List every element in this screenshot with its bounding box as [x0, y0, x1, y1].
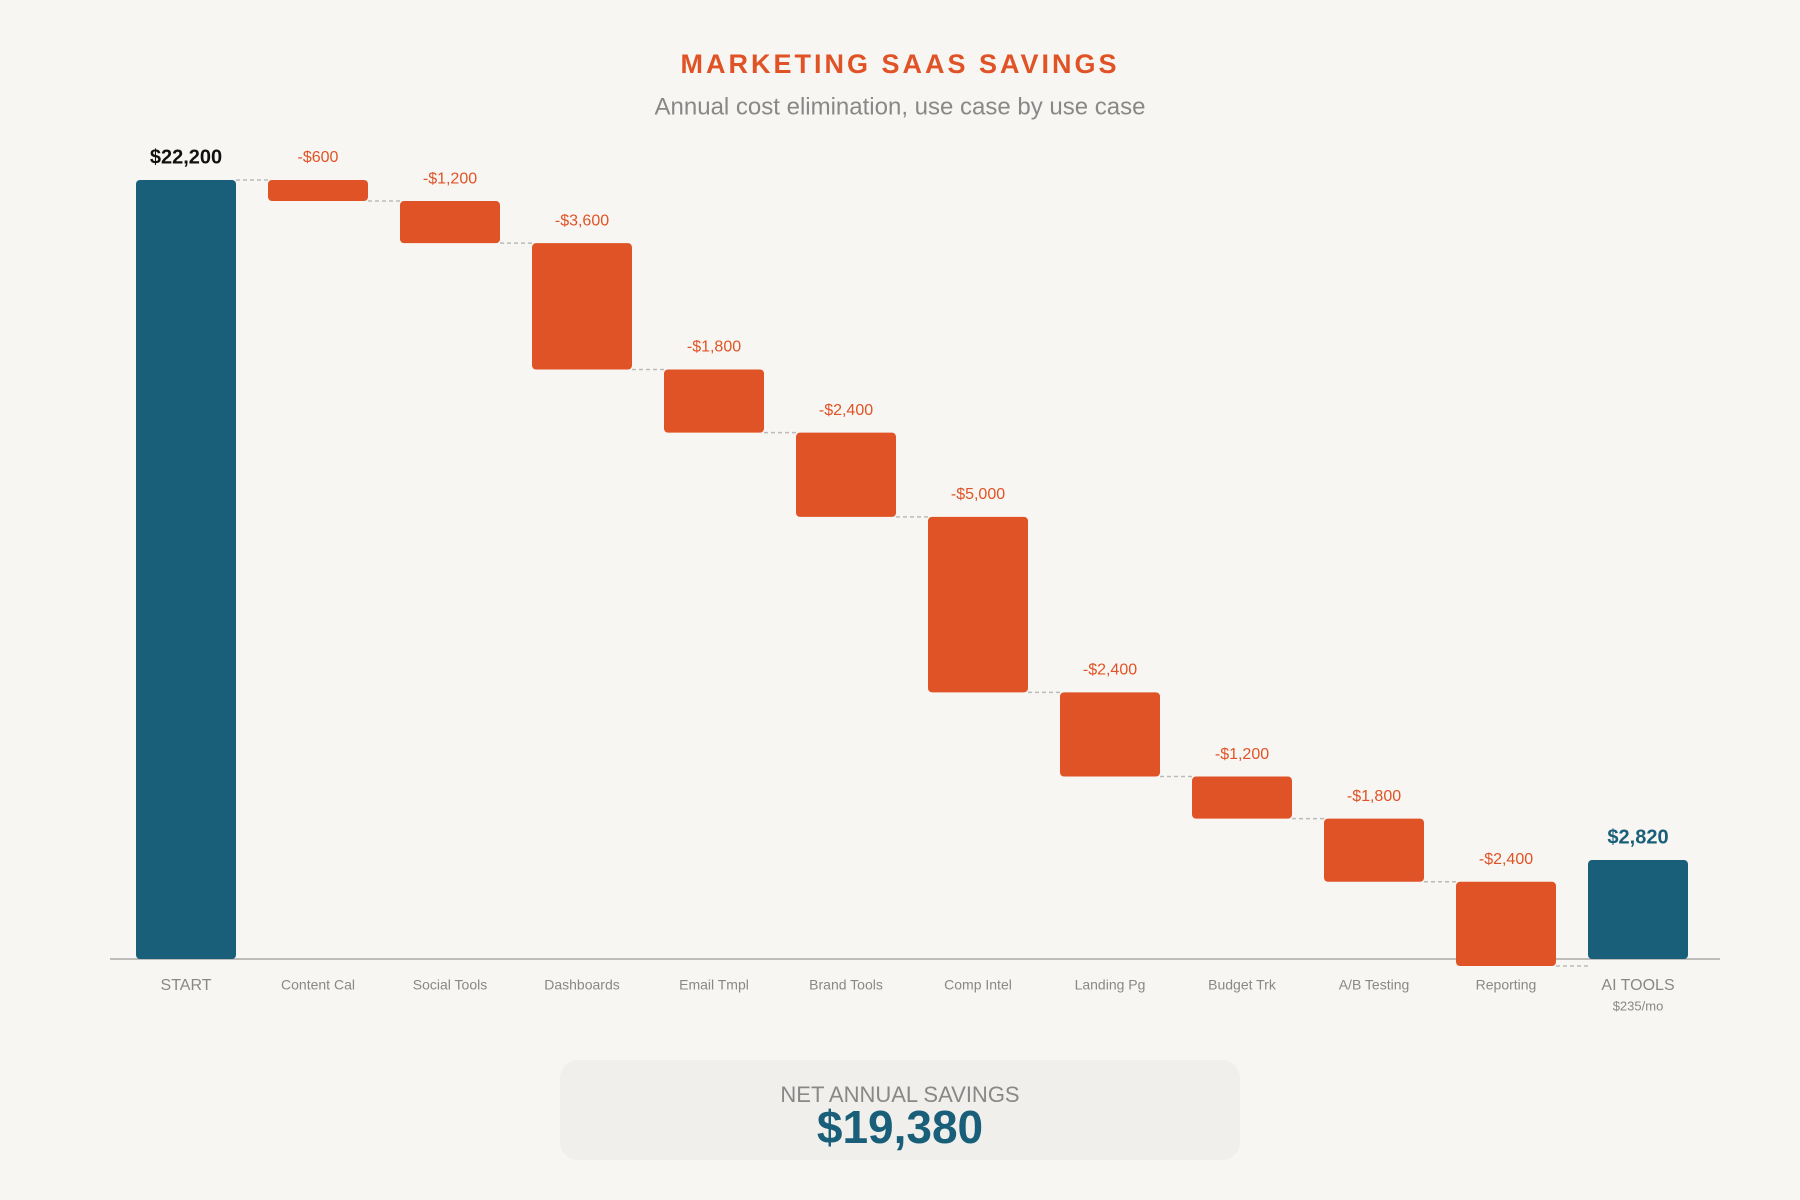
value-label: -$1,200 [423, 170, 477, 187]
x-tick-label: Email Tmpl [679, 977, 749, 993]
chart-title: MARKETING SAAS SAVINGS [680, 49, 1119, 79]
x-tick-label: Content Cal [281, 977, 355, 993]
summary-label: NET ANNUAL SAVINGS [780, 1082, 1019, 1107]
bar [532, 243, 632, 370]
value-label: -$5,000 [951, 486, 1005, 503]
bar [664, 369, 764, 433]
x-tick-label: START [161, 977, 212, 994]
value-label: $22,200 [150, 146, 222, 168]
bar [1060, 692, 1160, 777]
bar [136, 180, 236, 959]
x-tick-label: Landing Pg [1075, 977, 1146, 993]
x-tick-label: Social Tools [413, 977, 487, 993]
value-label: -$2,400 [1479, 851, 1533, 868]
value-label: -$600 [298, 149, 339, 166]
summary-box [560, 1060, 1240, 1160]
bar [1324, 818, 1424, 882]
value-label: -$3,600 [555, 212, 609, 229]
x-tick-label: Reporting [1476, 977, 1537, 993]
bar [1588, 860, 1688, 959]
bar [928, 516, 1028, 693]
bar [268, 180, 368, 202]
value-label: -$1,800 [687, 339, 741, 356]
x-tick-label: Dashboards [544, 977, 620, 993]
value-label: $2,820 [1607, 826, 1668, 848]
bar [1192, 776, 1292, 819]
chart-subtitle: Annual cost elimination, use case by use… [655, 93, 1146, 120]
summary-value: $19,380 [817, 1101, 983, 1153]
x-tick-label: Comp Intel [944, 977, 1012, 993]
value-label: -$1,200 [1215, 746, 1269, 763]
x-tick-note: $235/mo [1613, 998, 1664, 1013]
value-label: -$2,400 [1083, 662, 1137, 679]
x-tick-label: A/B Testing [1339, 977, 1410, 993]
x-tick-label: Brand Tools [809, 977, 883, 993]
value-label: -$1,800 [1347, 788, 1401, 805]
bar [796, 432, 896, 517]
bar [400, 201, 500, 244]
value-label: -$2,400 [819, 402, 873, 419]
x-tick-label: AI TOOLS [1601, 977, 1674, 994]
x-tick-label: Budget Trk [1208, 977, 1277, 993]
bar [1456, 881, 1556, 967]
